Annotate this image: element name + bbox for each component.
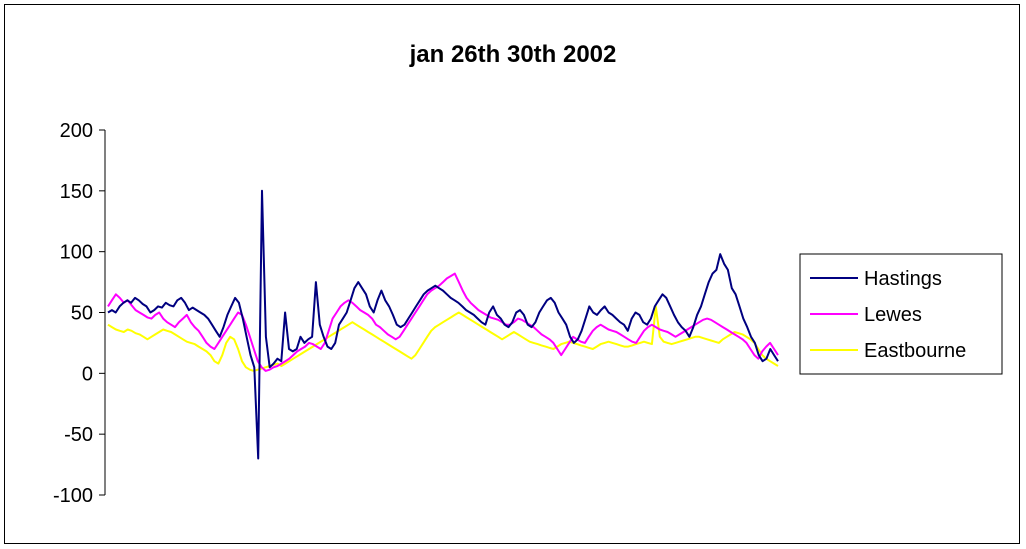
y-tick-label: 100 [60,242,93,264]
series-line-hastings [107,189,779,460]
legend-label-eastbourne: Eastbourne [864,340,966,362]
legend-label-hastings: Hastings [864,268,942,290]
y-tick-label: 0 [82,363,93,385]
y-tick-label: 200 [60,120,93,142]
y-tick-label: 150 [60,181,93,203]
series-line-lewes [107,272,779,372]
chart-title: jan 26th 30th 2002 [409,41,617,68]
legend: Hastings Lewes Eastbourne [799,253,1003,375]
y-axis: 200 150 100 50 0 -50 -100 [53,120,106,507]
plot-lines [107,189,779,460]
y-tick-label: -50 [64,424,93,446]
y-tick-label: -100 [53,485,93,507]
series-line-eastbourne [107,305,779,372]
legend-label-lewes: Lewes [864,304,922,326]
y-tick-label: 50 [71,303,93,325]
